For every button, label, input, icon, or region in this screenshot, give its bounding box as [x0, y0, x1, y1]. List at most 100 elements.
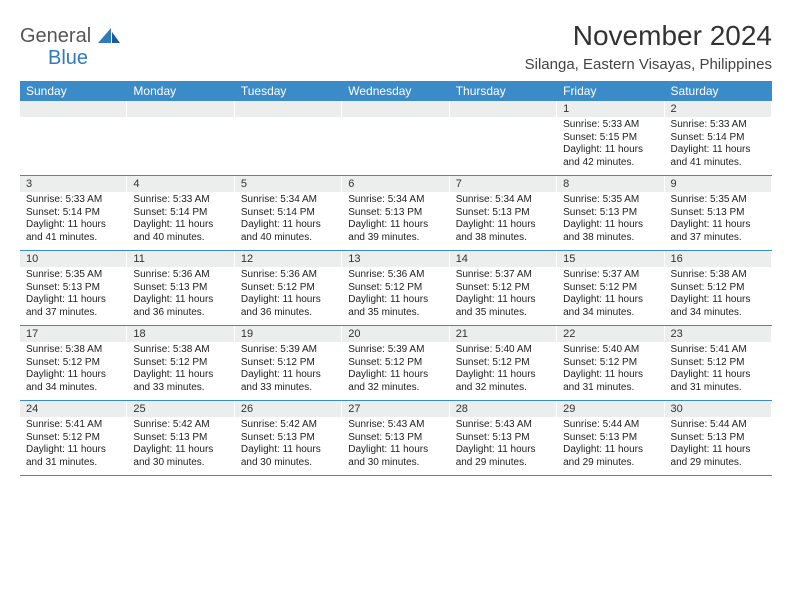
- day-cell: 7Sunrise: 5:34 AMSunset: 5:13 PMDaylight…: [450, 176, 557, 250]
- header: General Blue November 2024 Silanga, East…: [20, 20, 772, 73]
- sunrise-text: Sunrise: 5:44 AM: [563, 419, 658, 432]
- day-number: 14: [450, 251, 557, 267]
- week-row: 3Sunrise: 5:33 AMSunset: 5:14 PMDaylight…: [20, 176, 772, 251]
- day-details: Sunrise: 5:34 AMSunset: 5:13 PMDaylight:…: [342, 192, 449, 250]
- day-number: 12: [235, 251, 342, 267]
- sunrise-text: Sunrise: 5:38 AM: [133, 344, 228, 357]
- daylight-text: Daylight: 11 hours and 35 minutes.: [456, 294, 551, 319]
- sunset-text: Sunset: 5:12 PM: [26, 432, 121, 445]
- day-cell: 13Sunrise: 5:36 AMSunset: 5:12 PMDayligh…: [342, 251, 449, 325]
- sunset-text: Sunset: 5:12 PM: [671, 282, 766, 295]
- day-cell: [342, 101, 449, 175]
- day-details: Sunrise: 5:41 AMSunset: 5:12 PMDaylight:…: [20, 417, 127, 475]
- day-details: Sunrise: 5:36 AMSunset: 5:13 PMDaylight:…: [127, 267, 234, 325]
- weekday-header: Saturday: [665, 81, 772, 101]
- daylight-text: Daylight: 11 hours and 41 minutes.: [26, 219, 121, 244]
- day-number: 18: [127, 326, 234, 342]
- brand-part1: General: [20, 25, 91, 47]
- sunset-text: Sunset: 5:13 PM: [133, 282, 228, 295]
- day-cell: 9Sunrise: 5:35 AMSunset: 5:13 PMDaylight…: [665, 176, 772, 250]
- day-number: 11: [127, 251, 234, 267]
- day-details: [342, 117, 449, 171]
- day-number: [235, 101, 342, 117]
- day-number: 28: [450, 401, 557, 417]
- day-number: [127, 101, 234, 117]
- week-row: 10Sunrise: 5:35 AMSunset: 5:13 PMDayligh…: [20, 251, 772, 326]
- day-cell: 24Sunrise: 5:41 AMSunset: 5:12 PMDayligh…: [20, 401, 127, 475]
- sunset-text: Sunset: 5:12 PM: [671, 357, 766, 370]
- day-cell: [127, 101, 234, 175]
- sunset-text: Sunset: 5:14 PM: [133, 207, 228, 220]
- weekday-header: Wednesday: [342, 81, 449, 101]
- day-number: 30: [665, 401, 772, 417]
- day-details: Sunrise: 5:39 AMSunset: 5:12 PMDaylight:…: [342, 342, 449, 400]
- day-cell: 21Sunrise: 5:40 AMSunset: 5:12 PMDayligh…: [450, 326, 557, 400]
- sunrise-text: Sunrise: 5:42 AM: [133, 419, 228, 432]
- calendar-grid: SundayMondayTuesdayWednesdayThursdayFrid…: [20, 81, 772, 476]
- day-details: Sunrise: 5:43 AMSunset: 5:13 PMDaylight:…: [450, 417, 557, 475]
- day-cell: 20Sunrise: 5:39 AMSunset: 5:12 PMDayligh…: [342, 326, 449, 400]
- day-details: Sunrise: 5:42 AMSunset: 5:13 PMDaylight:…: [127, 417, 234, 475]
- sunset-text: Sunset: 5:13 PM: [563, 432, 658, 445]
- sunrise-text: Sunrise: 5:36 AM: [348, 269, 443, 282]
- day-cell: 16Sunrise: 5:38 AMSunset: 5:12 PMDayligh…: [665, 251, 772, 325]
- sunset-text: Sunset: 5:13 PM: [26, 282, 121, 295]
- week-row: 1Sunrise: 5:33 AMSunset: 5:15 PMDaylight…: [20, 101, 772, 176]
- day-cell: 2Sunrise: 5:33 AMSunset: 5:14 PMDaylight…: [665, 101, 772, 175]
- day-cell: 5Sunrise: 5:34 AMSunset: 5:14 PMDaylight…: [235, 176, 342, 250]
- sunset-text: Sunset: 5:13 PM: [563, 207, 658, 220]
- day-cell: [20, 101, 127, 175]
- daylight-text: Daylight: 11 hours and 41 minutes.: [671, 144, 766, 169]
- daylight-text: Daylight: 11 hours and 36 minutes.: [133, 294, 228, 319]
- day-details: Sunrise: 5:44 AMSunset: 5:13 PMDaylight:…: [665, 417, 772, 475]
- day-number: 10: [20, 251, 127, 267]
- daylight-text: Daylight: 11 hours and 32 minutes.: [348, 369, 443, 394]
- weekday-header: Monday: [127, 81, 234, 101]
- day-number: 19: [235, 326, 342, 342]
- day-details: Sunrise: 5:33 AMSunset: 5:14 PMDaylight:…: [665, 117, 772, 175]
- day-details: Sunrise: 5:42 AMSunset: 5:13 PMDaylight:…: [235, 417, 342, 475]
- day-cell: 6Sunrise: 5:34 AMSunset: 5:13 PMDaylight…: [342, 176, 449, 250]
- day-cell: 23Sunrise: 5:41 AMSunset: 5:12 PMDayligh…: [665, 326, 772, 400]
- sunrise-text: Sunrise: 5:35 AM: [563, 194, 658, 207]
- daylight-text: Daylight: 11 hours and 40 minutes.: [241, 219, 336, 244]
- daylight-text: Daylight: 11 hours and 29 minutes.: [456, 444, 551, 469]
- day-cell: 8Sunrise: 5:35 AMSunset: 5:13 PMDaylight…: [557, 176, 664, 250]
- daylight-text: Daylight: 11 hours and 34 minutes.: [671, 294, 766, 319]
- title-block: November 2024 Silanga, Eastern Visayas, …: [525, 20, 772, 73]
- day-number: 23: [665, 326, 772, 342]
- sunset-text: Sunset: 5:12 PM: [563, 282, 658, 295]
- day-number: 15: [557, 251, 664, 267]
- week-row: 24Sunrise: 5:41 AMSunset: 5:12 PMDayligh…: [20, 401, 772, 476]
- day-details: Sunrise: 5:34 AMSunset: 5:13 PMDaylight:…: [450, 192, 557, 250]
- sunrise-text: Sunrise: 5:34 AM: [241, 194, 336, 207]
- daylight-text: Daylight: 11 hours and 33 minutes.: [241, 369, 336, 394]
- day-details: Sunrise: 5:40 AMSunset: 5:12 PMDaylight:…: [450, 342, 557, 400]
- day-number: 17: [20, 326, 127, 342]
- day-cell: 10Sunrise: 5:35 AMSunset: 5:13 PMDayligh…: [20, 251, 127, 325]
- day-details: Sunrise: 5:37 AMSunset: 5:12 PMDaylight:…: [557, 267, 664, 325]
- location-subtitle: Silanga, Eastern Visayas, Philippines: [525, 56, 772, 73]
- day-details: Sunrise: 5:43 AMSunset: 5:13 PMDaylight:…: [342, 417, 449, 475]
- sunrise-text: Sunrise: 5:35 AM: [671, 194, 766, 207]
- sunrise-text: Sunrise: 5:40 AM: [456, 344, 551, 357]
- brand-text: General Blue: [20, 26, 120, 68]
- sunset-text: Sunset: 5:12 PM: [348, 357, 443, 370]
- day-cell: 14Sunrise: 5:37 AMSunset: 5:12 PMDayligh…: [450, 251, 557, 325]
- day-cell: [450, 101, 557, 175]
- day-number: [342, 101, 449, 117]
- sunrise-text: Sunrise: 5:34 AM: [348, 194, 443, 207]
- day-cell: 17Sunrise: 5:38 AMSunset: 5:12 PMDayligh…: [20, 326, 127, 400]
- day-cell: 19Sunrise: 5:39 AMSunset: 5:12 PMDayligh…: [235, 326, 342, 400]
- day-number: 25: [127, 401, 234, 417]
- sunset-text: Sunset: 5:13 PM: [456, 207, 551, 220]
- day-details: Sunrise: 5:34 AMSunset: 5:14 PMDaylight:…: [235, 192, 342, 250]
- sunset-text: Sunset: 5:14 PM: [26, 207, 121, 220]
- sunrise-text: Sunrise: 5:33 AM: [26, 194, 121, 207]
- day-details: [127, 117, 234, 171]
- sunrise-text: Sunrise: 5:36 AM: [241, 269, 336, 282]
- daylight-text: Daylight: 11 hours and 31 minutes.: [671, 369, 766, 394]
- day-cell: 30Sunrise: 5:44 AMSunset: 5:13 PMDayligh…: [665, 401, 772, 475]
- sunset-text: Sunset: 5:12 PM: [241, 282, 336, 295]
- daylight-text: Daylight: 11 hours and 37 minutes.: [26, 294, 121, 319]
